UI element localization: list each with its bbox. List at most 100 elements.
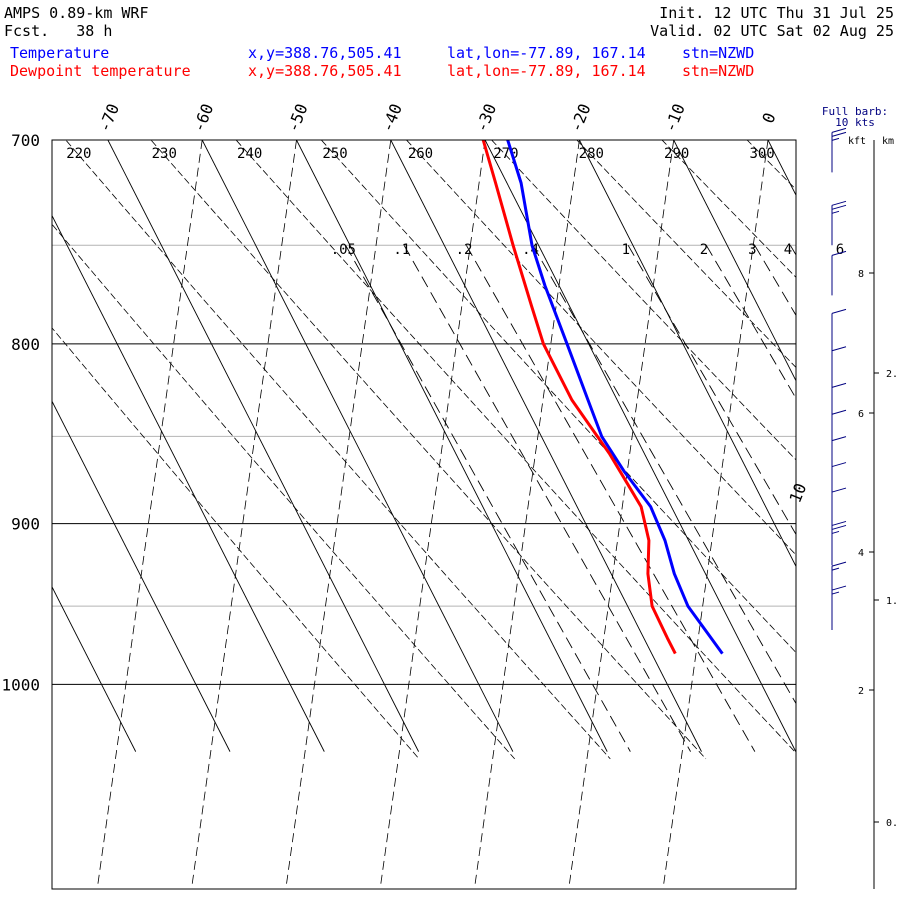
wind-barb-half-flag bbox=[831, 137, 840, 141]
wind-barb bbox=[831, 487, 847, 533]
isotherm-line bbox=[296, 140, 608, 752]
isotherm-line bbox=[862, 140, 900, 752]
dry-adiabat-label: 290 bbox=[664, 146, 689, 162]
wind-barb-flag bbox=[831, 200, 847, 206]
wind-barb bbox=[831, 409, 847, 455]
mixing-ratio-line bbox=[789, 245, 796, 256]
wind-barb-flag bbox=[831, 561, 847, 567]
wind-barb bbox=[831, 346, 847, 391]
kft-tick-label: 4 bbox=[858, 548, 864, 559]
wind-barb-flag bbox=[831, 250, 847, 256]
moist-adiabat-line bbox=[191, 140, 297, 889]
wind-barb bbox=[831, 520, 847, 566]
km-tick-label: 1. bbox=[886, 596, 898, 607]
profiles bbox=[481, 140, 724, 655]
moist-adiabat-line bbox=[379, 140, 486, 889]
dry-adiabat-line bbox=[235, 140, 796, 754]
isotherm-tick-label: -60 bbox=[189, 101, 217, 135]
dry-adiabat-line bbox=[810, 118, 900, 759]
full-barb-label: Full barb: bbox=[822, 105, 888, 118]
temperature-line bbox=[506, 140, 724, 655]
dry-adiabat-line bbox=[150, 140, 707, 760]
dry-adiabat-line bbox=[405, 140, 796, 556]
wind-barb-flag bbox=[831, 585, 847, 591]
mixing-ratio-label: .2 bbox=[456, 242, 473, 258]
forecast-hour: Fcst. 38 h bbox=[4, 22, 112, 40]
isotherm-line bbox=[390, 140, 702, 752]
wind-barb-flag bbox=[831, 382, 847, 388]
wind-barb-flag bbox=[831, 409, 847, 415]
model-title: AMPS 0.89-km WRF bbox=[4, 4, 149, 22]
wind-barb bbox=[831, 250, 847, 296]
fcst-label: Fcst. bbox=[4, 22, 50, 40]
dry-adiabat-label: 240 bbox=[237, 146, 262, 162]
mixing-ratio-label: 6 bbox=[836, 242, 844, 258]
kft-tick-label: 2 bbox=[858, 686, 864, 697]
fcst-value: 38 h bbox=[76, 22, 113, 40]
wind-barb bbox=[831, 561, 847, 607]
isotherm-line bbox=[52, 214, 325, 752]
wind-barb-flag bbox=[831, 131, 847, 137]
mixing-ratio-line bbox=[345, 245, 631, 752]
valid-time: Valid. 02 UTC Sat 02 Aug 25 bbox=[650, 22, 894, 40]
mixing-ratio-label: .05 bbox=[331, 242, 356, 258]
full-barb-value: 10 kts bbox=[835, 116, 875, 129]
wind-panel: Full barb: 10 kts kft km 8 6 4 2 2. 1. 0. bbox=[822, 105, 898, 889]
km-tick-label: 2. bbox=[886, 369, 898, 380]
dry-adiabat-label: 230 bbox=[152, 146, 177, 162]
init-time: Init. 12 UTC Thu 31 Jul 25 bbox=[659, 4, 894, 22]
km-tick-label: 0. bbox=[886, 818, 898, 829]
mixing-ratio-line bbox=[842, 245, 900, 751]
plot-frame bbox=[51, 139, 797, 890]
wind-barb-flag bbox=[831, 308, 847, 314]
moist-adiabat-line bbox=[285, 140, 392, 889]
mixing-ratio-line bbox=[403, 245, 691, 752]
moist-adiabat-line bbox=[96, 140, 203, 889]
mixing-ratio-line bbox=[754, 245, 796, 317]
mixing-ratio-label: 3 bbox=[748, 242, 756, 258]
pressure-tick-label: 700 bbox=[11, 131, 40, 150]
kft-tick-label: 6 bbox=[858, 409, 864, 420]
isotherm-tick-label: -50 bbox=[283, 101, 311, 135]
isotherm-tick-label: -40 bbox=[377, 101, 405, 135]
dry-adiabat-label: 250 bbox=[322, 146, 347, 162]
isotherm-line bbox=[0, 140, 41, 752]
legend-temperature-stn: stn=NZWD bbox=[682, 44, 755, 62]
dry-adiabat-line bbox=[895, 118, 900, 759]
isotherm-tick-label: -30 bbox=[472, 101, 500, 135]
moist-adiabat-line bbox=[474, 140, 580, 889]
isotherm-line bbox=[107, 140, 420, 752]
wind-barb-flag bbox=[831, 520, 847, 526]
dry-adiabat-line bbox=[52, 223, 515, 760]
isotherm-line bbox=[52, 585, 137, 752]
legend-dewpoint-xy: x,y=388.76,505.41 bbox=[248, 62, 402, 80]
wind-barb-half-flag bbox=[831, 591, 840, 595]
dry-adiabat-line bbox=[491, 140, 796, 461]
wind-barb bbox=[831, 308, 847, 354]
dry-adiabat-label: 280 bbox=[579, 146, 604, 162]
wind-barb-flag bbox=[831, 487, 847, 493]
pressure-tick-label: 800 bbox=[11, 335, 40, 354]
wind-barb-flag bbox=[831, 436, 847, 442]
dry-adiabat-line bbox=[52, 327, 420, 760]
km-label: km bbox=[882, 136, 894, 147]
pressure-tick-label: 900 bbox=[11, 515, 40, 534]
wind-barb bbox=[831, 382, 847, 428]
wind-barb bbox=[831, 462, 847, 507]
isotherm-tick-label: 0 bbox=[758, 110, 779, 126]
isotherm-tick-label: -10 bbox=[660, 101, 688, 135]
legend-temperature-name: Temperature bbox=[10, 44, 110, 62]
isotherm-tick-label: -70 bbox=[95, 101, 123, 135]
wind-barb-half-flag bbox=[831, 567, 840, 571]
isotherm-line bbox=[673, 140, 796, 382]
wind-barb bbox=[831, 585, 847, 631]
kft-label: kft bbox=[848, 136, 866, 147]
wind-barb bbox=[831, 127, 847, 173]
legend-dewpoint-stn: stn=NZWD bbox=[682, 62, 755, 80]
kft-tick-label: 8 bbox=[858, 269, 864, 280]
legend-temperature-xy: x,y=388.76,505.41 bbox=[248, 44, 402, 62]
dry-adiabat-label: 300 bbox=[749, 146, 774, 162]
isotherm-line bbox=[578, 140, 796, 568]
background-lines bbox=[0, 118, 900, 889]
